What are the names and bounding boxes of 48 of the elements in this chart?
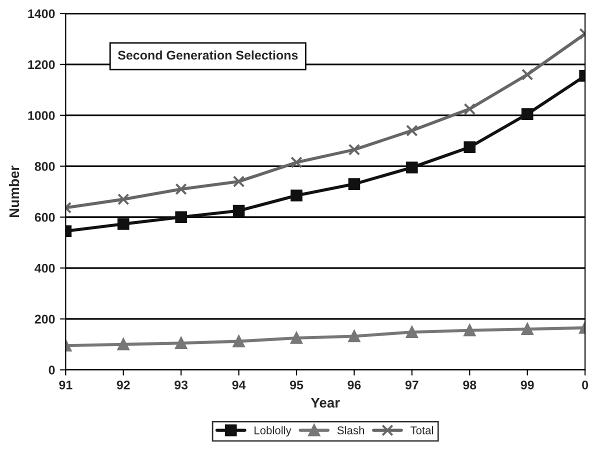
x-tick-label: 94 <box>232 380 246 390</box>
point <box>406 326 418 338</box>
x-tick-label: 91 <box>59 380 72 390</box>
point <box>521 108 534 120</box>
point <box>290 190 302 202</box>
x-tick-label: 92 <box>116 380 130 390</box>
y-tick-label: 1000 <box>28 111 55 120</box>
point <box>348 330 360 342</box>
y-tick-label: 1400 <box>28 9 55 18</box>
y-tick-label: 600 <box>34 212 55 222</box>
x-tick-label: 99 <box>520 380 534 390</box>
x-tick-label: 97 <box>405 380 418 390</box>
point <box>117 193 130 206</box>
y-tick-label: 400 <box>34 264 55 273</box>
point <box>464 324 476 336</box>
legend-label: Slash <box>337 426 364 434</box>
point <box>348 178 360 190</box>
point <box>464 141 476 154</box>
x-tick-label: 0 <box>582 380 588 390</box>
point <box>406 162 418 174</box>
x-axis-title: Year <box>310 398 340 408</box>
y-tick-label: 0 <box>48 366 55 374</box>
point <box>117 338 130 350</box>
point <box>232 204 245 217</box>
x-tick-label: 95 <box>290 380 304 390</box>
point <box>521 323 534 336</box>
point <box>521 68 534 81</box>
point <box>175 211 187 224</box>
point <box>175 337 187 350</box>
legend-label: Total <box>410 426 433 434</box>
point <box>406 124 418 137</box>
point <box>290 332 302 344</box>
x-tick-label: 98 <box>463 380 476 390</box>
point <box>117 218 130 230</box>
y-axis-title: Number <box>8 166 20 217</box>
y-tick-label: 800 <box>34 162 55 171</box>
point <box>175 183 187 196</box>
x-tick-label: 93 <box>174 380 188 390</box>
point <box>290 156 302 168</box>
annotation: Second Generation Selections <box>118 50 298 60</box>
y-tick-label: 1200 <box>28 60 55 70</box>
legend-label: Loblolly <box>254 426 292 436</box>
point <box>232 176 245 188</box>
point <box>348 144 360 156</box>
point <box>232 335 245 348</box>
y-tick-label: 200 <box>34 314 55 324</box>
point <box>464 103 476 115</box>
x-tick-label: 96 <box>348 380 361 390</box>
